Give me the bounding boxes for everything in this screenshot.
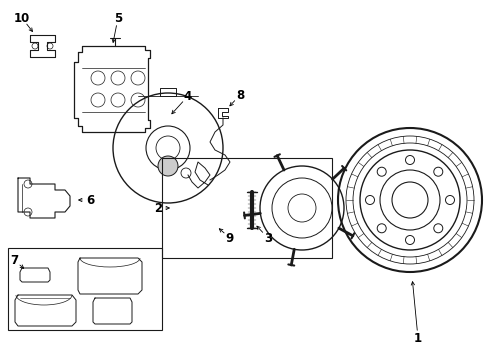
Text: 1: 1	[413, 332, 421, 345]
Text: 8: 8	[235, 89, 244, 102]
Text: 9: 9	[225, 231, 234, 244]
Bar	[8, 248, 162, 330]
Text: 6: 6	[86, 194, 94, 207]
Text: 7: 7	[10, 253, 18, 266]
Text: 10: 10	[14, 12, 30, 24]
Circle shape	[158, 156, 178, 176]
Text: 5: 5	[114, 12, 122, 24]
Text: 4: 4	[183, 90, 192, 103]
Bar	[162, 158, 331, 258]
Text: 3: 3	[264, 231, 271, 244]
Text: 2: 2	[154, 202, 162, 215]
